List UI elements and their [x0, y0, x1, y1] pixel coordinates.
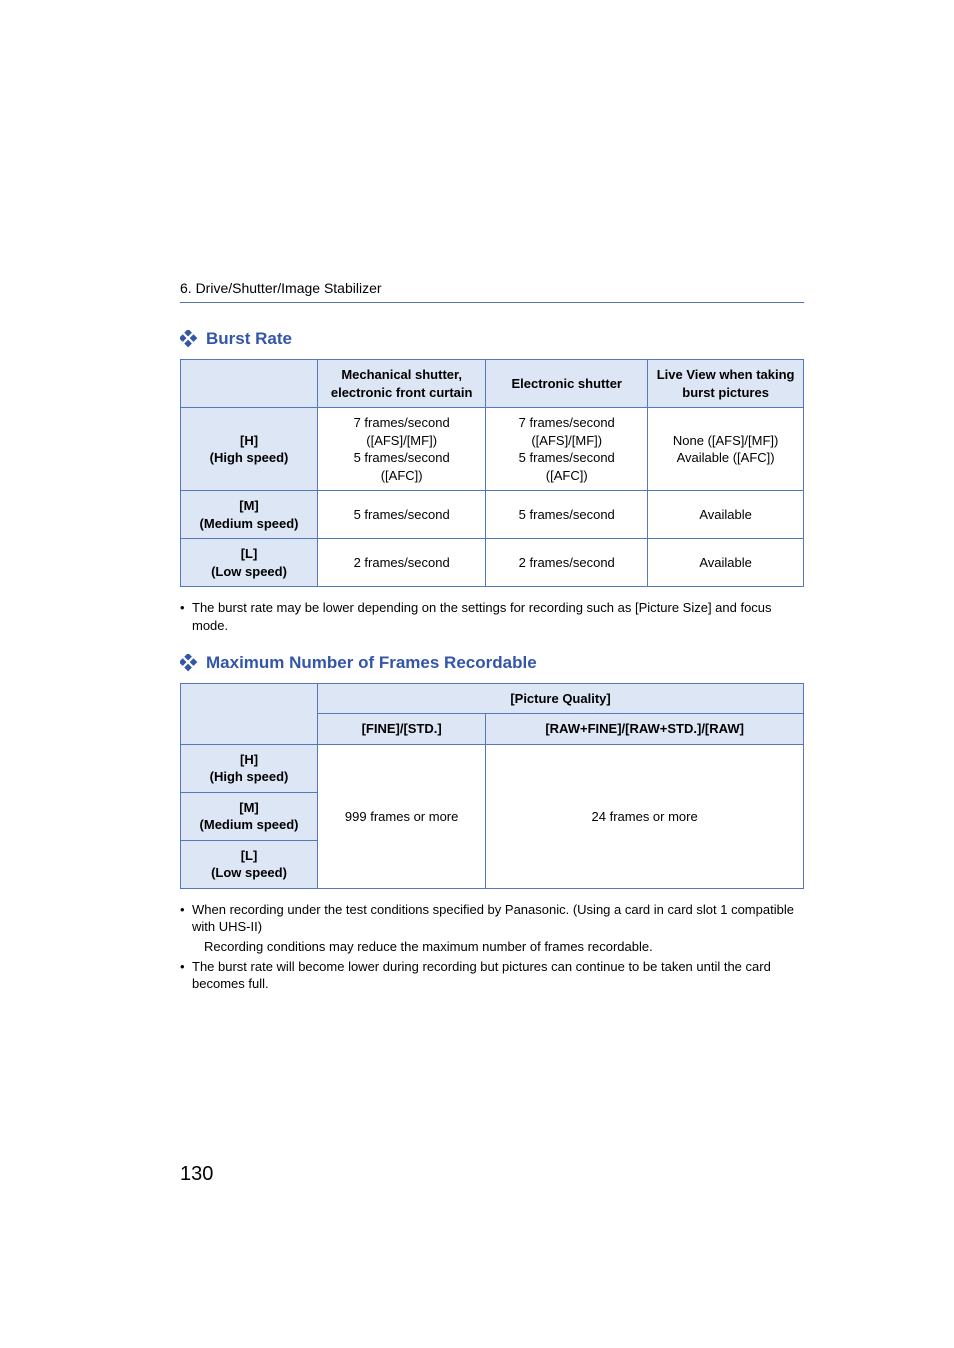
bullet-icon: •	[180, 958, 185, 976]
max-frames-table: [Picture Quality] [FINE]/[STD.] [RAW+FIN…	[180, 683, 804, 889]
note-item: • The burst rate will become lower durin…	[180, 958, 804, 993]
section-title-text: Burst Rate	[206, 329, 292, 349]
cell-text: ([AFC])	[324, 467, 479, 485]
table-header-fine: [FINE]/[STD.]	[318, 714, 486, 745]
bullet-icon: •	[180, 599, 185, 617]
cell-text: ([AFS]/[MF])	[492, 432, 641, 450]
cell-value: None ([AFS]/[MF]) Available ([AFC])	[648, 408, 804, 491]
page-number: 130	[180, 1163, 804, 1186]
cell-value: 5 frames/second	[318, 491, 486, 539]
note-text: The burst rate may be lower depending on…	[192, 600, 772, 633]
label-text: (High speed)	[187, 449, 311, 467]
section-title-text: Maximum Number of Frames Recordable	[206, 653, 537, 673]
label-text: [L]	[187, 847, 311, 865]
cell-text: 5 frames/second	[324, 449, 479, 467]
cell-value: 999 frames or more	[318, 744, 486, 888]
table-header-row: Mechanical shutter, electronic front cur…	[181, 360, 804, 408]
cell-text: ([AFC])	[492, 467, 641, 485]
row-label-medium: [M] (Medium speed)	[181, 491, 318, 539]
cell-text: 7 frames/second	[324, 414, 479, 432]
cell-value: 2 frames/second	[486, 539, 648, 587]
table-header-mechanical: Mechanical shutter, electronic front cur…	[318, 360, 486, 408]
table-header-blank	[181, 360, 318, 408]
table-header-blank	[181, 683, 318, 744]
note-item: • The burst rate may be lower depending o…	[180, 599, 804, 634]
row-label-low: [L] (Low speed)	[181, 840, 318, 888]
table-header-picture-quality: [Picture Quality]	[318, 683, 804, 714]
table-header-row: [Picture Quality]	[181, 683, 804, 714]
table-header-liveview: Live View when taking burst pictures	[648, 360, 804, 408]
cell-value: 24 frames or more	[486, 744, 804, 888]
row-label-high: [H] (High speed)	[181, 744, 318, 792]
label-text: (Medium speed)	[187, 515, 311, 533]
section-max-frames-heading: Maximum Number of Frames Recordable	[180, 653, 804, 673]
label-text: (Medium speed)	[187, 816, 311, 834]
label-text: [M]	[187, 497, 311, 515]
cell-value: 5 frames/second	[486, 491, 648, 539]
table-row: [H] (High speed) 999 frames or more 24 f…	[181, 744, 804, 792]
cell-text: ([AFS]/[MF])	[324, 432, 479, 450]
bullet-icon: •	[180, 901, 185, 919]
table-header-raw: [RAW+FINE]/[RAW+STD.]/[RAW]	[486, 714, 804, 745]
label-text: (High speed)	[187, 768, 311, 786]
table-row: [M] (Medium speed) 5 frames/second 5 fra…	[181, 491, 804, 539]
label-text: [H]	[187, 751, 311, 769]
note-item: • When recording under the test conditio…	[180, 901, 804, 956]
row-label-medium: [M] (Medium speed)	[181, 792, 318, 840]
note-text: The burst rate will become lower during …	[192, 959, 771, 992]
label-text: [L]	[187, 545, 311, 563]
cell-text: 7 frames/second	[492, 414, 641, 432]
label-text: [H]	[187, 432, 311, 450]
cell-text: Available ([AFC])	[654, 449, 797, 467]
row-label-high: [H] (High speed)	[181, 408, 318, 491]
cell-value: Available	[648, 539, 804, 587]
chapter-heading: 6. Drive/Shutter/Image Stabilizer	[180, 280, 804, 303]
cell-text: None ([AFS]/[MF])	[654, 432, 797, 450]
row-label-low: [L] (Low speed)	[181, 539, 318, 587]
table-row: [L] (Low speed) 2 frames/second 2 frames…	[181, 539, 804, 587]
page-container: 6. Drive/Shutter/Image Stabilizer Burst …	[0, 0, 954, 1186]
cell-value: 2 frames/second	[318, 539, 486, 587]
section2-notes: • When recording under the test conditio…	[180, 901, 804, 993]
table-header-electronic: Electronic shutter	[486, 360, 648, 408]
diamond-icon	[180, 330, 198, 348]
label-text: (Low speed)	[187, 864, 311, 882]
label-text: (Low speed)	[187, 563, 311, 581]
table-row: [H] (High speed) 7 frames/second ([AFS]/…	[181, 408, 804, 491]
cell-text: 5 frames/second	[492, 449, 641, 467]
note-text: Recording conditions may reduce the maxi…	[192, 938, 804, 956]
cell-value: 7 frames/second ([AFS]/[MF]) 5 frames/se…	[486, 408, 648, 491]
diamond-icon	[180, 654, 198, 672]
label-text: [M]	[187, 799, 311, 817]
section-burst-rate-heading: Burst Rate	[180, 329, 804, 349]
cell-value: 7 frames/second ([AFS]/[MF]) 5 frames/se…	[318, 408, 486, 491]
section1-notes: • The burst rate may be lower depending o…	[180, 599, 804, 634]
cell-value: Available	[648, 491, 804, 539]
burst-rate-table: Mechanical shutter, electronic front cur…	[180, 359, 804, 587]
note-text: When recording under the test conditions…	[192, 902, 794, 935]
